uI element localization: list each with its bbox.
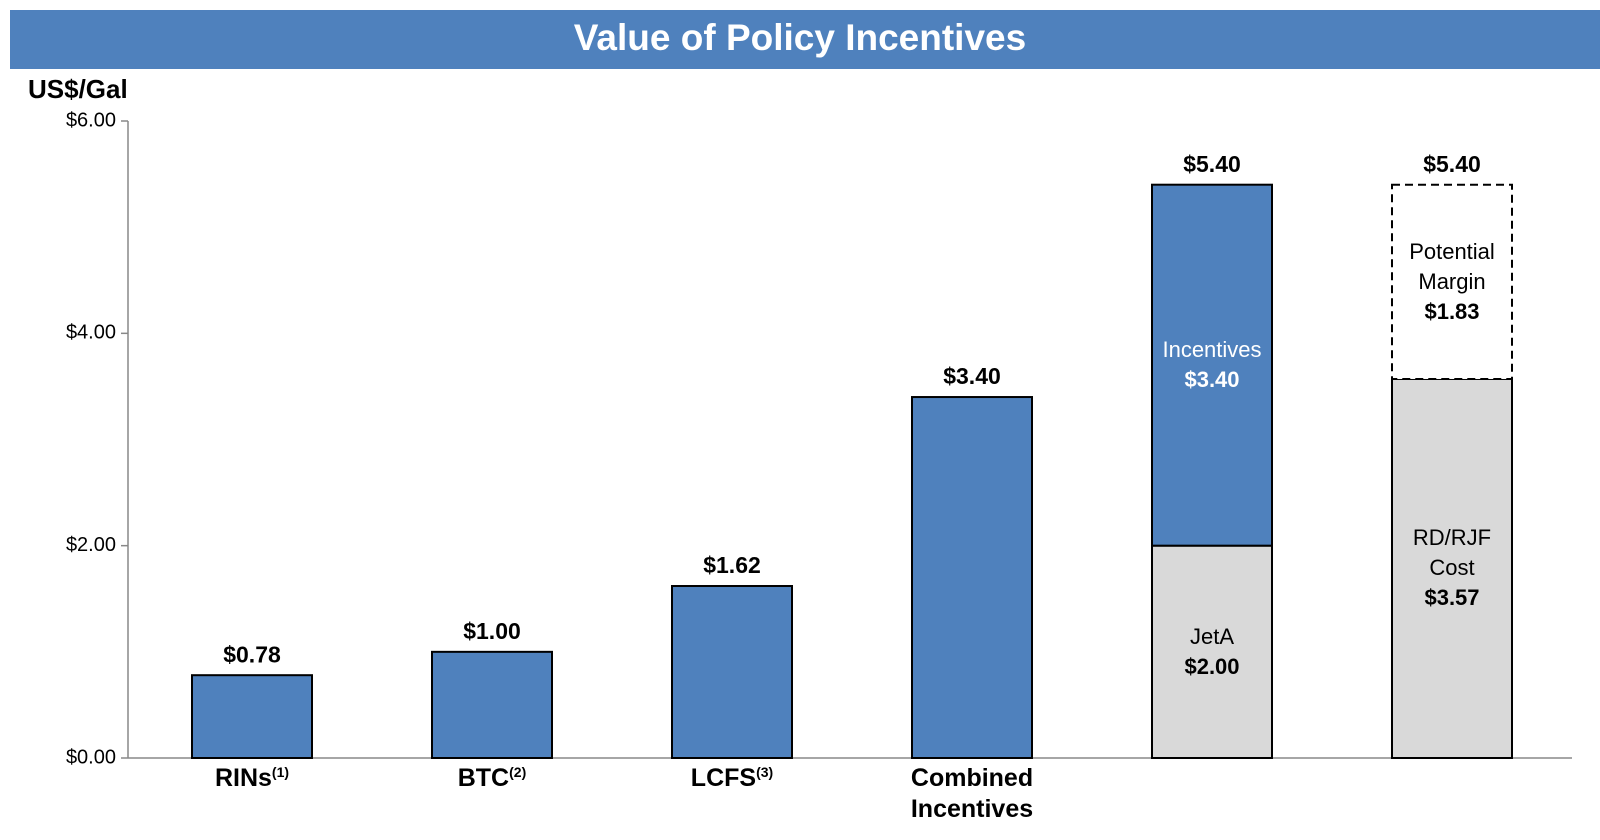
footnote-mark: (3) (756, 764, 774, 780)
category-name: BTC (457, 764, 510, 792)
segment-value: $2.00 (1184, 653, 1240, 679)
chart-title: Value of Policy Incentives (574, 17, 1026, 58)
segment-name: Incentives (1162, 337, 1262, 363)
title-banner (10, 10, 1600, 69)
bar-segment (911, 396, 1033, 759)
bar-segment (431, 650, 553, 759)
segment-name: Potential Margin (1409, 238, 1495, 294)
category-name: Combined Incentives (910, 764, 1034, 823)
footnote-mark: (2) (509, 764, 527, 780)
bar-segment (1151, 544, 1273, 760)
segment-name: RD/RJF Cost (1412, 525, 1492, 581)
y-axis-label: US$/Gal (28, 74, 128, 104)
total-label: $3.40 (943, 363, 1001, 389)
total-label: $5.40 (1183, 151, 1241, 177)
y-tick-label: $0.00 (66, 746, 116, 768)
segment-label: Incentives $3.40 (1154, 335, 1270, 395)
segment-name: JetA (1189, 623, 1235, 649)
segment-label: RD/RJF Cost $3.57 (1394, 523, 1510, 613)
segment-label: JetA $2.00 (1154, 622, 1270, 682)
segment-label: Potential Margin $1.83 (1394, 237, 1510, 327)
bar-segment (1391, 183, 1513, 380)
y-tick-label: $6.00 (66, 109, 116, 131)
total-label: $0.78 (223, 641, 281, 667)
total-label: $5.40 (1423, 151, 1481, 177)
total-label: $1.00 (463, 618, 521, 644)
x-tick-label: LCFS(3) (632, 763, 832, 794)
category-name: RINs (214, 764, 272, 792)
x-tick-label: BTC(2) (392, 763, 592, 794)
total-label: $1.62 (703, 552, 761, 578)
footnote-mark: (1) (271, 764, 290, 780)
segment-value: $3.57 (1424, 585, 1480, 611)
bar-segment (1391, 377, 1513, 759)
x-tick-label: RINs(1) (152, 763, 352, 794)
segment-value: $1.83 (1424, 298, 1480, 324)
category-name: LCFS (690, 764, 757, 792)
x-tick-label: Combined Incentives (872, 763, 1072, 825)
bar-segment (191, 674, 313, 759)
segment-value: $3.40 (1184, 367, 1240, 393)
bar-segment (671, 585, 793, 760)
y-tick-label: $2.00 (66, 534, 116, 556)
y-tick-label: $4.00 (66, 322, 116, 344)
bar-segment (1151, 183, 1273, 547)
